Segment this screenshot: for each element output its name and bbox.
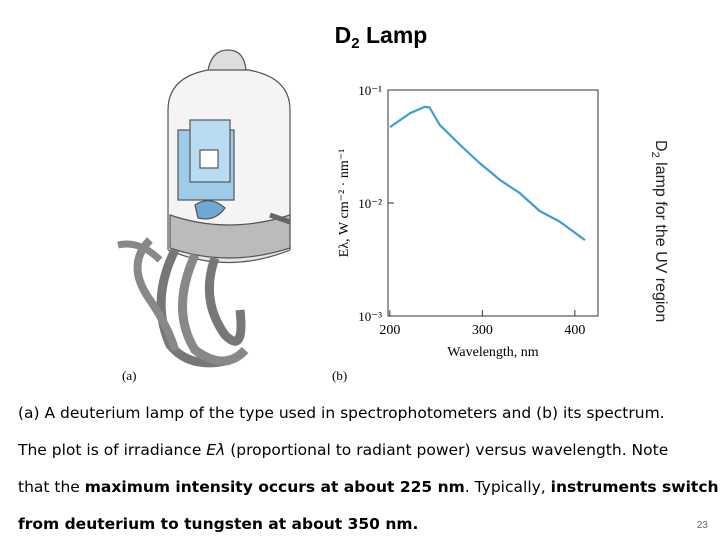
spectrum-line xyxy=(389,105,586,241)
side-label: D2 lamp for the UV region xyxy=(649,140,669,322)
caption-line: that the maximum intensity occurs at abo… xyxy=(18,478,719,496)
side-label-rest: lamp for the UV region xyxy=(652,158,669,323)
y-tick-label: 10⁻¹ xyxy=(358,83,382,98)
title-text: D xyxy=(335,22,352,48)
caption-run: (proportional to radiant power) versus w… xyxy=(225,441,668,459)
caption-run: Eλ xyxy=(206,441,225,459)
caption-run: . Typically, xyxy=(465,478,551,496)
caption-run: that the xyxy=(18,478,85,496)
caption-line: The plot is of irradiance Eλ (proportion… xyxy=(17,441,668,459)
x-axis-label: Wavelength, nm xyxy=(447,345,539,360)
y-tick-label: 10⁻² xyxy=(358,196,382,211)
page-number: 23 xyxy=(697,520,709,531)
plot-frame xyxy=(387,89,599,317)
y-tick-label: 10⁻³ xyxy=(358,309,382,324)
x-tick-label: 200 xyxy=(379,323,400,338)
caption-run: maximum intensity occurs at about 225 nm xyxy=(85,478,465,496)
panel-label: (b) xyxy=(332,368,347,383)
spectrum-chart: 200 300 400 10⁻³ 10⁻² 10⁻¹ Wavelength, nm Eλ, W… xyxy=(337,83,599,360)
caption-line: from deuterium to tungsten at about 350 … xyxy=(18,515,418,533)
slide-title: D2 Lamp xyxy=(335,22,428,52)
title-rest: Lamp xyxy=(360,22,428,48)
y-axis-label: Eλ, W cm⁻² · nm⁻¹ xyxy=(337,149,352,258)
caption-line: (a) A deuterium lamp of the type used in… xyxy=(18,404,665,422)
caption-run: from deuterium to tungsten at about 350 … xyxy=(18,515,418,533)
side-label-subscript: 2 xyxy=(649,152,661,158)
caption: (a) A deuterium lamp of the type used in… xyxy=(17,404,719,533)
caption-run: instruments switch xyxy=(551,478,719,496)
panel-label: (a) xyxy=(122,368,136,383)
x-tick-label: 400 xyxy=(564,323,585,338)
title-subscript: 2 xyxy=(351,35,359,52)
lamp-drawing xyxy=(117,49,291,368)
caption-run: (a) A deuterium lamp of the type used in… xyxy=(18,404,665,422)
x-tick-label: 300 xyxy=(472,323,493,338)
caption-run: The plot is of irradiance xyxy=(17,441,206,459)
side-label-text: D xyxy=(652,140,669,152)
